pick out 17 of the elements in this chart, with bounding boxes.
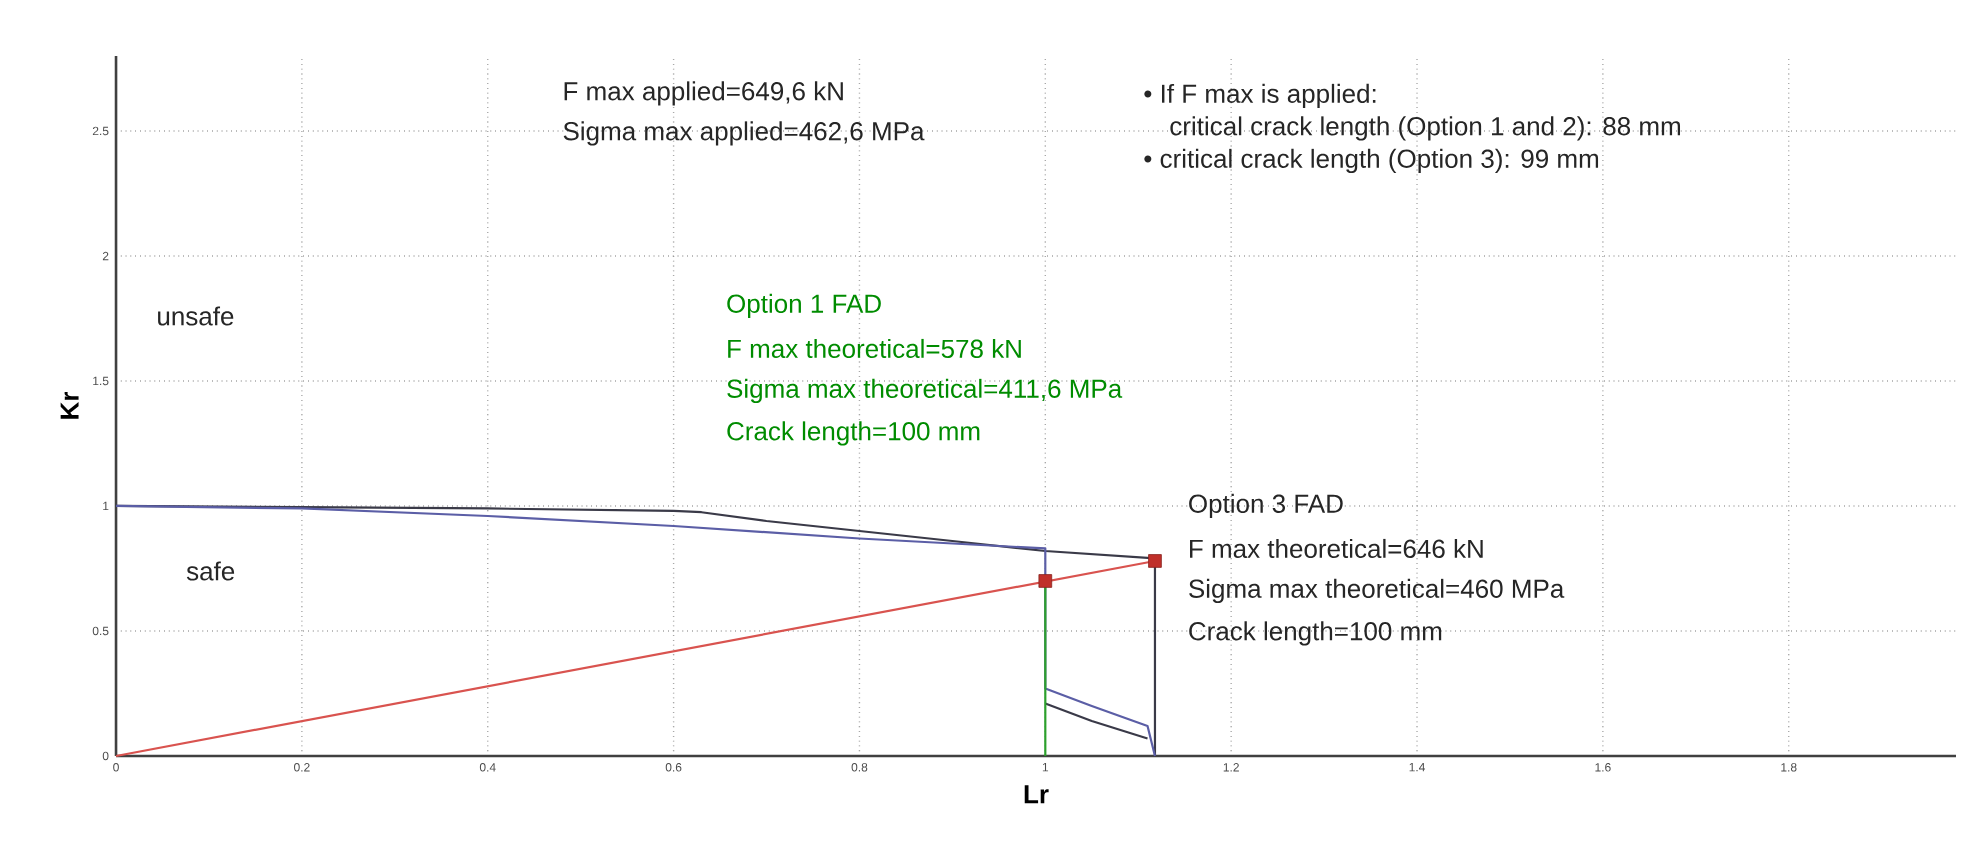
annotation: F max theoretical=578 kN (728, 338, 1021, 359)
annotation: Sigma max theoretical=460 MPa (1189, 578, 1565, 604)
annotation: Sigma max theoretical=411,6 MPa (727, 378, 1123, 404)
y-axis-title: Kr (60, 391, 79, 419)
annotation: • If F max is applied: (1144, 83, 1376, 109)
annotation: F max applied=649,6 kN (564, 81, 843, 106)
annotation: unsafe (158, 306, 234, 326)
annotation: Crack length=100 mm (727, 421, 980, 446)
annotation: F max theoretical=646 kN (1190, 538, 1483, 559)
annotation: • critical crack length (Option 3): 99 mm (1144, 148, 1599, 174)
x-axis-title: Lr (1024, 785, 1049, 804)
annotation: Sigma max applied=462,6 MPa (563, 121, 925, 146)
annotation: safe (186, 561, 235, 581)
annotation: Option 1 FAD (727, 293, 881, 319)
annotation: Crack length=100 mm (1189, 621, 1442, 646)
annotation: Option 3 FAD (1189, 493, 1343, 519)
annotation: critical crack length (Option 1 and 2): 88 mm (1170, 116, 1681, 141)
